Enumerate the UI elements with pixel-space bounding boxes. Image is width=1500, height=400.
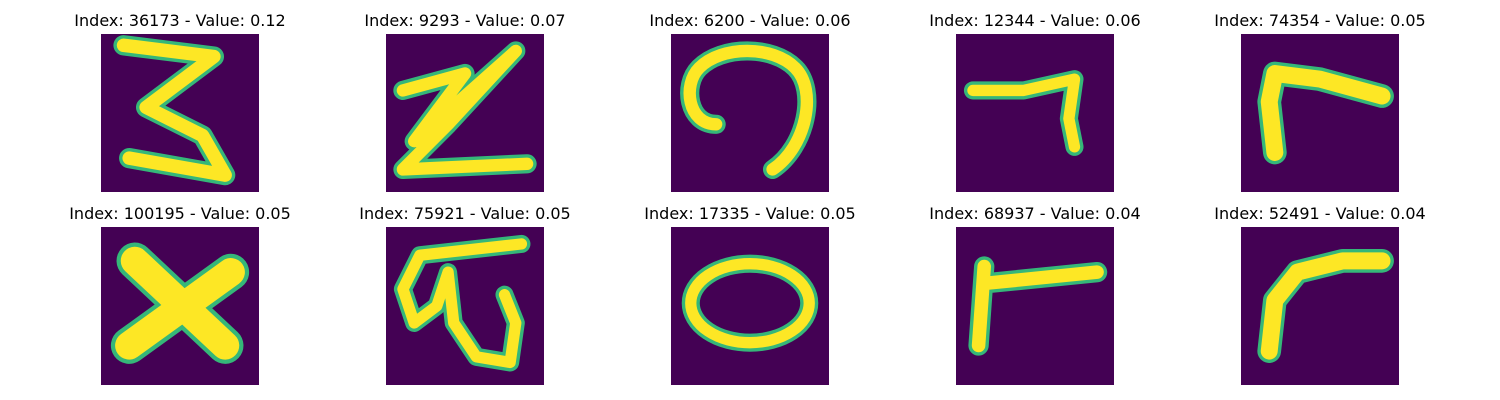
- panel-title: Index: 52491 - Value: 0.04: [1214, 204, 1426, 223]
- panel-title: Index: 6200 - Value: 0.06: [649, 11, 851, 30]
- panel-title: Index: 36173 - Value: 0.12: [74, 11, 286, 30]
- digit-image: [1241, 34, 1399, 192]
- digit-image: [101, 227, 259, 385]
- panel-title: Index: 74354 - Value: 0.05: [1214, 11, 1426, 30]
- panel-5: Index: 74354 - Value: 0.05: [1190, 0, 1450, 192]
- digit-image: [1241, 227, 1399, 385]
- panel-4: Index: 12344 - Value: 0.06: [905, 0, 1165, 192]
- panel-10: Index: 52491 - Value: 0.04: [1190, 193, 1450, 385]
- digit-image: [386, 34, 544, 192]
- digit-image: [956, 34, 1114, 192]
- panel-title: Index: 12344 - Value: 0.06: [929, 11, 1141, 30]
- digit-image: [101, 34, 259, 192]
- panel-title: Index: 100195 - Value: 0.05: [69, 204, 291, 223]
- panel-title: Index: 9293 - Value: 0.07: [364, 11, 566, 30]
- panel-1: Index: 36173 - Value: 0.12: [50, 0, 310, 192]
- panel-7: Index: 75921 - Value: 0.05: [335, 193, 595, 385]
- panel-2: Index: 9293 - Value: 0.07: [335, 0, 595, 192]
- digit-image: [956, 227, 1114, 385]
- panel-6: Index: 100195 - Value: 0.05: [50, 193, 310, 385]
- panel-8: Index: 17335 - Value: 0.05: [620, 193, 880, 385]
- panel-title: Index: 17335 - Value: 0.05: [644, 204, 856, 223]
- digit-image: [386, 227, 544, 385]
- panel-9: Index: 68937 - Value: 0.04: [905, 193, 1165, 385]
- digit-image: [671, 227, 829, 385]
- panel-title: Index: 68937 - Value: 0.04: [929, 204, 1141, 223]
- panel-title: Index: 75921 - Value: 0.05: [359, 204, 571, 223]
- panel-3: Index: 6200 - Value: 0.06: [620, 0, 880, 192]
- digit-image: [671, 34, 829, 192]
